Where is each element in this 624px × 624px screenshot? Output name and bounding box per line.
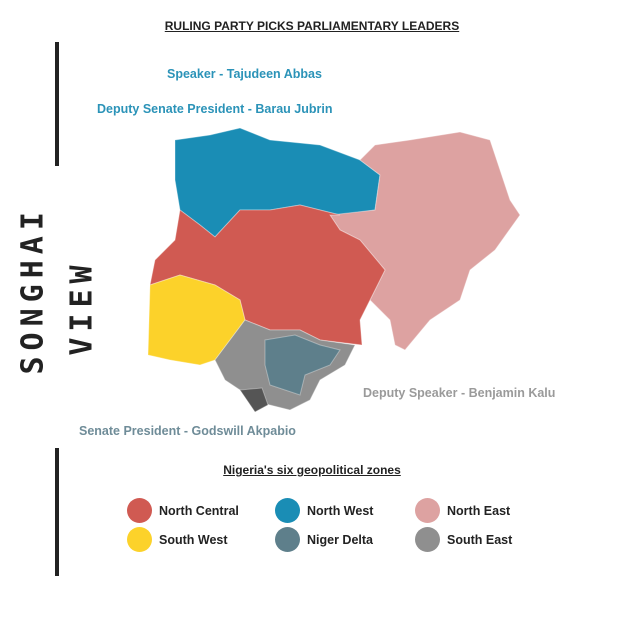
legend-item-south-east: South East: [415, 527, 512, 552]
legend-label: South West: [159, 532, 228, 547]
legend-swatch: [415, 498, 440, 523]
legend-swatch: [127, 498, 152, 523]
divider-bar-top: [55, 42, 59, 166]
deputy-senate-president-label: Deputy Senate President - Barau Jubrin: [97, 102, 333, 116]
zone-niger-delta: [264, 334, 341, 396]
legend-title: Nigeria's six geopolitical zones: [223, 463, 401, 477]
legend-label: Niger Delta: [307, 532, 373, 547]
legend-swatch: [127, 527, 152, 552]
deputy-speaker-label: Deputy Speaker - Benjamin Kalu: [363, 386, 556, 400]
legend-item-north-west: North West: [275, 498, 373, 523]
senate-president-label: Senate President - Godswill Akpabio: [79, 424, 296, 438]
zone-niger-delta-coast: [239, 387, 269, 413]
legend-label: North West: [307, 503, 374, 518]
legend-item-north-east: North East: [415, 498, 510, 523]
legend-item-south-west: South West: [127, 527, 228, 552]
speaker-label: Speaker - Tajudeen Abbas: [167, 67, 322, 81]
legend-swatch: [275, 498, 300, 523]
legend-item-niger-delta: Niger Delta: [275, 527, 373, 552]
legend-label: North East: [447, 503, 511, 518]
legend-swatch: [415, 527, 440, 552]
legend-label: South East: [447, 532, 513, 547]
legend-item-north-central: North Central: [127, 498, 239, 523]
page-title: RULING PARTY PICKS PARLIAMENTARY LEADERS: [164, 19, 460, 33]
divider-bar-bottom: [55, 448, 59, 576]
legend-label: North Central: [159, 503, 239, 518]
legend-swatch: [275, 527, 300, 552]
